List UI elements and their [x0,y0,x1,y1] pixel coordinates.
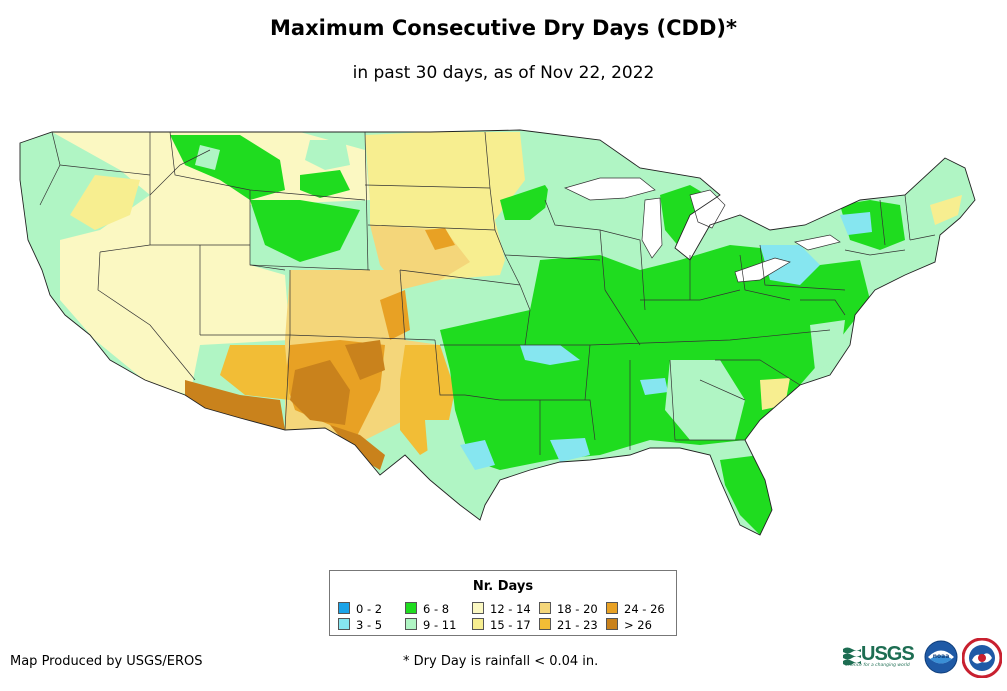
map-title: Maximum Consecutive Dry Days (CDD)* [270,16,737,40]
legend-swatch [472,618,484,630]
dry-day-footnote: * Dry Day is rainfall < 0.04 in. [403,654,599,669]
legend-swatch [606,602,618,614]
legend-swatch [338,602,350,614]
legend-swatch [539,618,551,630]
legend-label: 24 - 26 [624,602,665,616]
legend-swatch [405,618,417,630]
legend-item: 9 - 11 [405,618,456,632]
legend-item: 21 - 23 [539,618,598,632]
legend-item: 0 - 2 [338,602,382,616]
us-dry-days-map [19,129,976,536]
legend-label: > 26 [624,618,652,632]
legend-item: 12 - 14 [472,602,531,616]
legend-label: 3 - 5 [356,618,383,632]
legend-item: 24 - 26 [606,602,665,616]
legend-label: 15 - 17 [490,618,531,632]
great-lakes [564,177,841,283]
usgs-tagline: science for a changing world [845,663,910,668]
legend-label: 21 - 23 [557,618,598,632]
usgs-wave-icon [843,647,861,665]
legend-swatch [338,618,350,630]
legend-label: 12 - 14 [490,602,531,616]
usgs-wordmark: USGS [861,643,915,665]
legend-label: 6 - 8 [423,602,450,616]
legend-swatch [606,618,618,630]
map-credit: Map Produced by USGS/EROS [10,654,203,669]
legend-label: 18 - 20 [557,602,598,616]
legend-item: 15 - 17 [472,618,531,632]
legend-item: 18 - 20 [539,602,598,616]
noaa-wordmark: noaa [933,653,950,660]
legend-swatch [539,602,551,614]
state-boundaries [39,131,936,455]
legend-swatch [405,602,417,614]
usgs-logo: USGS science for a changing world [843,643,917,671]
legend-label: 0 - 2 [356,602,383,616]
legend-title: Nr. Days [472,579,534,594]
legend-item: 3 - 5 [338,618,382,632]
legend-label: 9 - 11 [423,618,457,632]
legend-item: 6 - 8 [405,602,449,616]
legend: Nr. Days 0 - 2 3 - 5 6 - 8 9 - 11 12 - 1… [329,570,677,636]
map-subtitle: in past 30 days, as of Nov 22, 2022 [352,63,655,83]
legend-swatch [472,602,484,614]
nws-logo-icon [962,638,1002,678]
legend-item: > 26 [606,618,652,632]
noaa-logo-icon: noaa [924,640,958,674]
